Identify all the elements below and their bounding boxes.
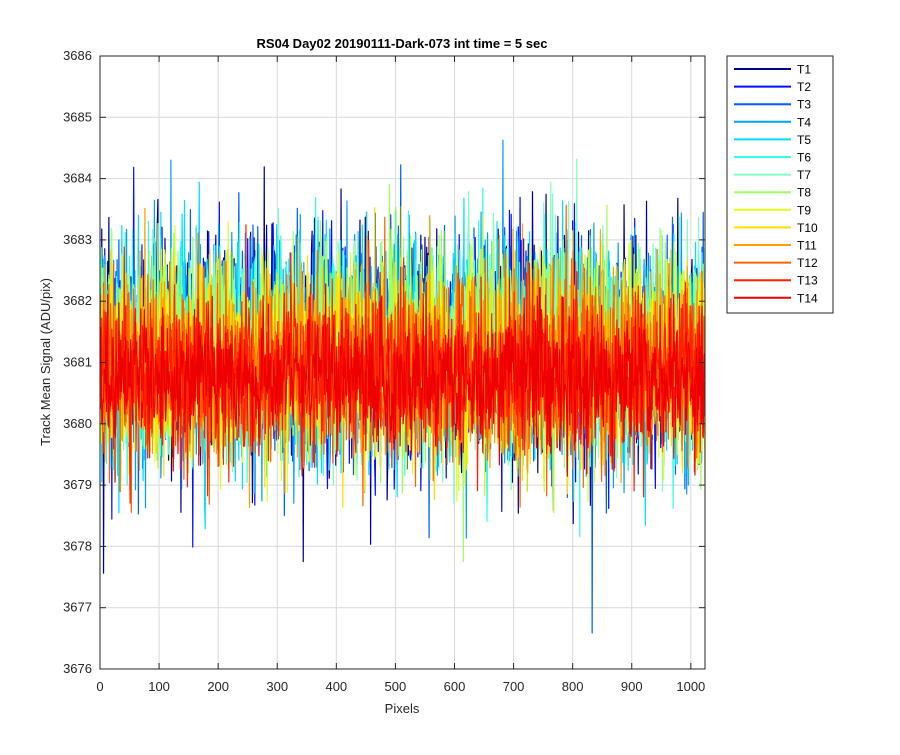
x-tick-label: 300: [266, 679, 288, 694]
series-layer: [100, 139, 705, 634]
y-axis-label: Track Mean Signal (ADU/pix): [38, 278, 53, 446]
y-tick-label: 3684: [63, 171, 92, 186]
legend-label-t4: T4: [797, 115, 811, 129]
legend-label-t10: T10: [797, 221, 818, 235]
x-tick-label: 700: [503, 679, 525, 694]
x-tick-label: 800: [562, 679, 584, 694]
legend-label-t7: T7: [797, 168, 811, 182]
x-tick-label: 900: [621, 679, 643, 694]
y-tick-label: 3679: [63, 477, 92, 492]
x-tick-label: 400: [325, 679, 347, 694]
legend-label-t12: T12: [797, 256, 818, 270]
x-tick-label: 200: [207, 679, 229, 694]
legend-label-t9: T9: [797, 203, 811, 217]
x-tick-label: 0: [96, 679, 103, 694]
series-line-t14: [100, 271, 705, 477]
legend-label-t11: T11: [797, 239, 817, 253]
legend-box: [726, 55, 834, 314]
y-tick-label: 3682: [63, 293, 92, 308]
legend-label-t1: T1: [797, 63, 811, 77]
y-tick-label: 3683: [63, 232, 92, 247]
y-tick-label: 3686: [63, 48, 92, 63]
x-tick-label: 600: [444, 679, 466, 694]
legend-label-t14: T14: [797, 291, 818, 305]
y-tick-label: 3680: [63, 416, 92, 431]
x-tick-label: 100: [148, 679, 170, 694]
legend-label-t5: T5: [797, 133, 811, 147]
legend-label-t3: T3: [797, 98, 811, 112]
y-tick-label: 3677: [63, 600, 92, 615]
legend-label-t8: T8: [797, 186, 811, 200]
y-tick-label: 3678: [63, 538, 92, 553]
legend: T1 T2 T3 T4 T5 T6 T7 T8 T9 T10 T11 T12 T13 T14: [726, 55, 834, 314]
x-tick-label: 500: [385, 679, 407, 694]
x-axis-label: Pixels: [385, 701, 420, 716]
chart-title: RS04 Day02 20190111-Dark-073 int time = …: [257, 36, 548, 51]
y-tick-label: 3681: [63, 355, 92, 370]
legend-label-t2: T2: [797, 80, 811, 94]
y-tick-label: 3685: [63, 109, 92, 124]
x-tick-label: 1000: [676, 679, 705, 694]
legend-label-t13: T13: [797, 274, 818, 288]
y-tick-label: 3676: [63, 661, 92, 676]
legend-label-t6: T6: [797, 151, 811, 165]
axis-ticks: 0 100 200 300 400 500 600 700 800 900 1000 3676 3677…: [63, 48, 705, 694]
